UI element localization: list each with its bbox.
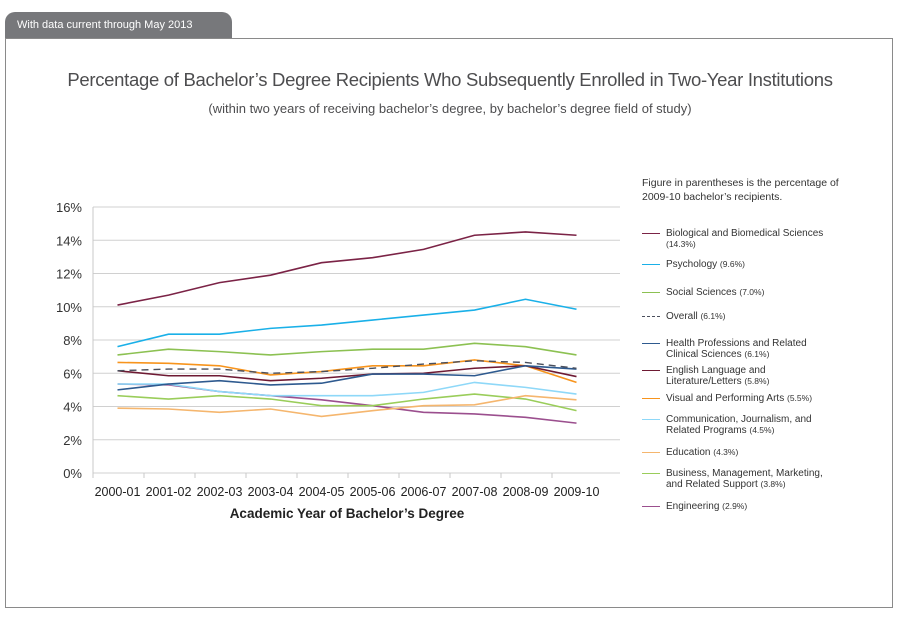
legend-series-name: Engineering xyxy=(666,501,723,512)
y-tick-label: 0% xyxy=(63,466,82,481)
x-tick-label: 2009-10 xyxy=(554,485,600,499)
legend-series-name: Health Professions and Related Clinical … xyxy=(666,338,807,360)
chart-frame xyxy=(5,38,893,608)
x-tick-label: 2002-03 xyxy=(197,485,243,499)
legend-swatch xyxy=(642,343,660,344)
legend-series-name: Psychology xyxy=(666,259,720,270)
x-tick-label: 2007-08 xyxy=(452,485,498,499)
x-tick-label: 2005-06 xyxy=(350,485,396,499)
series-line-engineering xyxy=(117,383,577,424)
legend-note: Figure in parentheses is the percentage … xyxy=(642,177,839,203)
legend-item: Business, Management, Marketing, and Rel… xyxy=(642,468,832,490)
chart-title: Percentage of Bachelor’s Degree Recipien… xyxy=(67,69,833,90)
legend-label: Visual and Performing Arts (5.5%) xyxy=(666,393,832,404)
legend-series-share: (5.8%) xyxy=(744,376,770,386)
legend-label: Business, Management, Marketing, and Rel… xyxy=(666,468,832,490)
legend-item: Social Sciences (7.0%) xyxy=(642,287,832,298)
legend-item: Biological and Biomedical Sciences (14.3… xyxy=(642,228,842,250)
legend-series-name: Business, Management, Marketing, and Rel… xyxy=(666,468,823,490)
y-tick-label: 14% xyxy=(56,233,82,248)
legend-series-name: Social Sciences xyxy=(666,287,740,298)
series-line-education xyxy=(117,394,577,418)
series-line-business-management-marketing-and-related-support xyxy=(117,393,577,412)
legend-swatch xyxy=(642,419,660,420)
legend-swatch xyxy=(642,473,660,474)
series-line-visual-and-performing-arts xyxy=(117,359,577,384)
legend-label: Social Sciences (7.0%) xyxy=(666,287,832,298)
legend-item: Communication, Journalism, and Related P… xyxy=(642,414,832,436)
legend-series-share: (4.5%) xyxy=(749,425,775,435)
legend-series-share: (9.6%) xyxy=(719,259,745,269)
x-axis-title: Academic Year of Bachelor’s Degree xyxy=(230,506,465,521)
legend-series-name: Biological and Biomedical Sciences xyxy=(666,228,824,239)
legend-series-name: Education xyxy=(666,447,714,458)
legend-swatch xyxy=(642,370,660,371)
series-line-english-language-and-literature-letters xyxy=(117,364,577,382)
legend-series-share: (3.8%) xyxy=(760,479,786,489)
legend-swatch xyxy=(642,506,660,507)
legend-swatch xyxy=(642,233,660,234)
series-line-communication-journalism-and-related-programs xyxy=(117,381,577,397)
legend-series-share: (5.5%) xyxy=(787,393,813,403)
legend-series-share: (6.1%) xyxy=(744,349,770,359)
x-tick-label: 2004-05 xyxy=(299,485,345,499)
legend-label: Education (4.3%) xyxy=(666,447,832,458)
y-tick-label: 8% xyxy=(63,333,82,348)
x-tick-label: 2001-02 xyxy=(146,485,192,499)
legend-swatch xyxy=(642,292,660,293)
y-tick-label: 12% xyxy=(56,267,82,282)
legend-item: Visual and Performing Arts (5.5%) xyxy=(642,393,832,404)
series-line-health-professions-and-related-clinical-sciences xyxy=(117,364,577,391)
x-tick-label: 2000-01 xyxy=(95,485,141,499)
legend-series-name: Communication, Journalism, and Related P… xyxy=(666,414,812,436)
legend-series-name: Overall xyxy=(666,311,701,322)
x-tick-label: 2008-09 xyxy=(503,485,549,499)
legend-item: Health Professions and Related Clinical … xyxy=(642,338,832,360)
chart-subtitle: (within two years of receiving bachelor’… xyxy=(208,101,692,116)
legend-label: Health Professions and Related Clinical … xyxy=(666,338,832,360)
y-tick-label: 16% xyxy=(56,200,82,215)
legend-series-share: (7.0%) xyxy=(739,287,765,297)
legend-item: Education (4.3%) xyxy=(642,447,832,458)
y-tick-label: 2% xyxy=(63,433,82,448)
legend-series-name: Visual and Performing Arts xyxy=(666,393,787,404)
legend-label: Engineering (2.9%) xyxy=(666,501,832,512)
legend-series-share: (2.9%) xyxy=(722,501,748,511)
y-tick-label: 4% xyxy=(63,400,82,415)
legend-label: Overall (6.1%) xyxy=(666,311,832,322)
legend-series-share: (4.3%) xyxy=(713,447,739,457)
data-currency-tab: With data current through May 2013 xyxy=(5,12,232,39)
legend-item: English Language and Literature/Letters … xyxy=(642,365,842,387)
legend-swatch xyxy=(642,316,660,317)
legend-label: English Language and Literature/Letters … xyxy=(666,365,842,387)
y-tick-label: 6% xyxy=(63,366,82,381)
series-line-biological-and-biomedical-sciences xyxy=(117,231,577,306)
legend-item: Engineering (2.9%) xyxy=(642,501,832,512)
legend-swatch xyxy=(642,452,660,453)
legend-label: Biological and Biomedical Sciences (14.3… xyxy=(666,228,842,250)
legend-label: Psychology (9.6%) xyxy=(666,259,832,270)
x-tick-label: 2003-04 xyxy=(248,485,294,499)
legend-series-name: English Language and Literature/Letters xyxy=(666,365,766,387)
legend-item: Psychology (9.6%) xyxy=(642,259,832,270)
y-tick-label: 10% xyxy=(56,300,82,315)
series-line-social-sciences xyxy=(117,342,577,356)
legend-swatch xyxy=(642,398,660,399)
legend-label: Communication, Journalism, and Related P… xyxy=(666,414,832,436)
series-line-psychology xyxy=(117,298,577,348)
legend-series-share: (6.1%) xyxy=(700,311,726,321)
legend-series-share: (14.3%) xyxy=(666,239,696,249)
series-line-overall xyxy=(117,360,577,374)
x-tick-label: 2006-07 xyxy=(401,485,447,499)
legend-item: Overall (6.1%) xyxy=(642,311,832,322)
legend-swatch xyxy=(642,264,660,265)
